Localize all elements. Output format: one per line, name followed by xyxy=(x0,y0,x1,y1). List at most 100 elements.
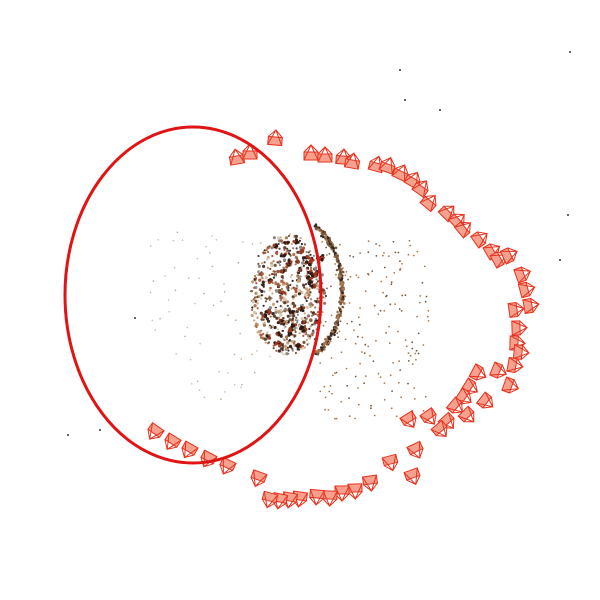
camera-frustum xyxy=(499,247,519,265)
point xyxy=(409,244,412,247)
point xyxy=(324,408,326,411)
point xyxy=(380,280,383,283)
point xyxy=(378,244,381,247)
point xyxy=(357,316,360,319)
point xyxy=(233,384,236,386)
point xyxy=(357,387,359,389)
point xyxy=(394,251,397,254)
point xyxy=(383,398,386,401)
point xyxy=(387,255,390,257)
point xyxy=(339,301,343,305)
point xyxy=(330,357,333,359)
point xyxy=(325,246,328,249)
point xyxy=(277,349,281,353)
point xyxy=(283,248,286,251)
camera-frustum xyxy=(513,266,532,284)
point xyxy=(413,387,416,389)
point xyxy=(297,271,301,274)
point xyxy=(335,258,339,262)
point xyxy=(277,316,280,319)
point xyxy=(263,290,266,293)
point xyxy=(294,234,298,238)
point xyxy=(301,261,305,265)
point xyxy=(285,320,288,323)
point xyxy=(268,326,271,329)
point xyxy=(282,353,285,356)
point xyxy=(286,346,289,349)
point xyxy=(293,287,297,291)
point xyxy=(302,283,306,287)
point xyxy=(283,344,288,348)
point xyxy=(267,342,270,345)
point xyxy=(284,236,288,240)
point xyxy=(267,336,271,340)
point xyxy=(336,332,339,335)
point xyxy=(239,332,241,335)
point xyxy=(240,386,242,389)
point xyxy=(277,242,280,246)
point xyxy=(271,281,274,284)
point xyxy=(287,284,290,287)
point xyxy=(335,268,339,272)
point xyxy=(256,295,259,298)
point xyxy=(296,307,299,310)
point xyxy=(404,294,407,297)
point xyxy=(281,279,284,282)
point xyxy=(181,239,184,241)
point xyxy=(350,320,353,323)
point xyxy=(302,259,305,262)
point xyxy=(271,272,274,276)
point xyxy=(347,278,349,281)
point xyxy=(309,257,313,261)
point xyxy=(329,333,333,337)
camera-frustum xyxy=(381,453,399,472)
point xyxy=(307,256,310,260)
point xyxy=(408,239,411,242)
point xyxy=(385,332,387,334)
point xyxy=(256,350,258,352)
point xyxy=(349,255,351,257)
point xyxy=(326,237,330,240)
point xyxy=(298,332,301,335)
point xyxy=(205,245,207,248)
point xyxy=(255,282,258,285)
point xyxy=(363,352,366,354)
point xyxy=(339,320,342,323)
point xyxy=(295,284,298,287)
point xyxy=(337,336,339,339)
point xyxy=(372,360,375,363)
point xyxy=(275,316,279,320)
point xyxy=(304,283,308,286)
point xyxy=(411,341,414,344)
point xyxy=(282,322,286,326)
point xyxy=(427,320,430,322)
point xyxy=(334,372,336,375)
camera-frustum xyxy=(468,363,487,381)
point xyxy=(335,320,339,323)
point xyxy=(253,274,257,278)
point xyxy=(296,319,299,322)
point xyxy=(298,250,302,254)
point xyxy=(427,310,430,312)
point xyxy=(253,371,256,374)
point xyxy=(375,339,377,342)
point xyxy=(296,257,299,260)
point xyxy=(260,276,263,279)
point xyxy=(263,337,267,341)
point xyxy=(258,288,261,291)
point xyxy=(315,282,318,285)
point xyxy=(367,274,370,276)
point xyxy=(211,235,213,237)
point xyxy=(354,342,357,345)
camera-frustum xyxy=(453,221,472,239)
point xyxy=(340,277,344,280)
point xyxy=(254,280,257,283)
point xyxy=(300,326,304,330)
point xyxy=(288,233,291,236)
camera-frustum xyxy=(322,490,338,508)
point xyxy=(361,351,363,353)
point xyxy=(268,289,271,292)
point xyxy=(346,322,349,325)
